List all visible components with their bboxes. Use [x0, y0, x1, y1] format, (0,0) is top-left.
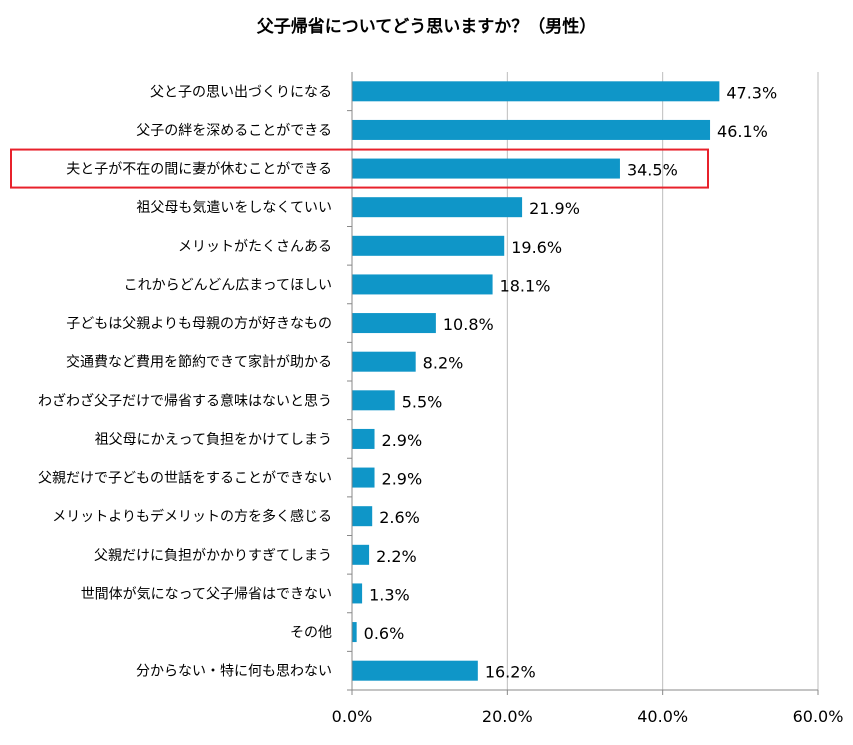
value-label: 16.2%: [485, 663, 536, 682]
category-label: その他: [290, 625, 332, 641]
value-label: 2.6%: [379, 508, 420, 527]
bar: [352, 351, 416, 372]
bar: [352, 390, 395, 411]
x-tick-label: 40.0%: [637, 707, 688, 726]
value-label: 46.1%: [717, 122, 768, 141]
bar: [352, 158, 620, 179]
bar: [352, 274, 493, 295]
category-label: 交通費など費用を節約できて家計が助かる: [66, 354, 332, 371]
bar: [352, 544, 370, 565]
value-label: 34.5%: [627, 161, 678, 180]
category-label: 父親だけで子どもの世話をすることができない: [38, 470, 332, 487]
value-label: 2.9%: [382, 470, 423, 489]
bar: [352, 81, 720, 102]
value-label: 10.8%: [443, 315, 494, 334]
bar: [352, 235, 505, 256]
bar: [352, 660, 478, 681]
value-label: 5.5%: [402, 392, 443, 411]
x-tick-label: 20.0%: [482, 707, 533, 726]
bar: [352, 428, 375, 449]
category-label: 父と子の思い出づくりになる: [150, 84, 332, 100]
category-label: 祖父母も気遣いをしなくていい: [136, 200, 332, 216]
category-label: メリットよりもデメリットの方を多く感じる: [52, 508, 332, 525]
category-label: 父子の絆を深めることができる: [136, 123, 332, 139]
bar: [352, 197, 523, 218]
category-label: わざわざ父子だけで帰省する意味はないと思う: [38, 392, 332, 409]
bar: [352, 119, 711, 140]
x-tick-label: 60.0%: [793, 707, 844, 726]
category-label: 分からない・特に何も思わない: [136, 664, 332, 680]
value-label: 2.9%: [382, 431, 423, 450]
chart-title: 父子帰省についてどう思いますか？（男性）: [256, 17, 597, 37]
bar: [352, 583, 363, 604]
category-label: これからどんどん広まってほしい: [124, 277, 332, 293]
bar: [352, 506, 373, 527]
value-label: 21.9%: [529, 199, 580, 218]
category-label: メリットがたくさんある: [178, 239, 332, 255]
value-label: 18.1%: [500, 276, 551, 295]
value-label: 1.3%: [369, 585, 410, 604]
category-label: 世間体が気になって父子帰省はできない: [81, 585, 332, 602]
category-label: 祖父母にかえって負担をかけてしまう: [95, 432, 332, 448]
x-tick-label: 0.0%: [332, 707, 373, 726]
bar: [352, 467, 375, 488]
value-label: 8.2%: [423, 354, 464, 373]
bar: [352, 622, 357, 643]
highlight-box: [10, 148, 709, 189]
category-label: 子どもは父親よりも母親の方が好きなもの: [66, 316, 332, 332]
category-label: 父親だけに負担がかかりすぎてしまう: [94, 548, 332, 564]
value-label: 47.3%: [726, 83, 777, 102]
value-label: 0.6%: [364, 624, 405, 643]
category-label: 夫と子が不在の間に妻が休むことができる: [66, 162, 332, 178]
bar: [352, 313, 436, 334]
value-label: 2.2%: [376, 547, 417, 566]
value-label: 19.6%: [511, 238, 562, 257]
